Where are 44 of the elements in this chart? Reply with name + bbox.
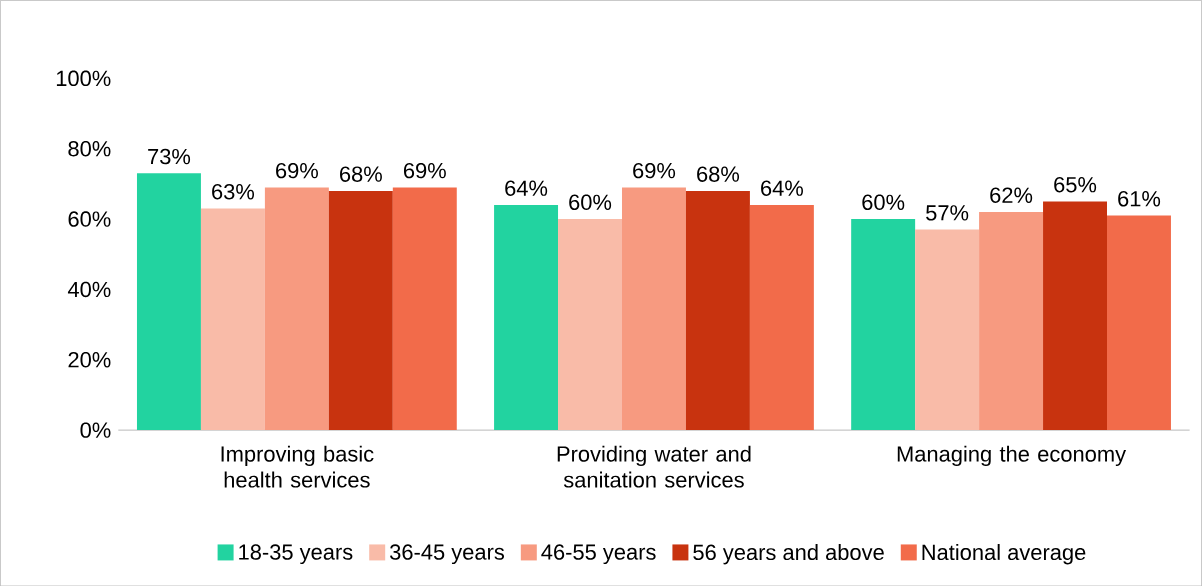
y-tick-label: 100% (56, 70, 111, 86)
bar (685, 190, 750, 430)
data-label: 69% (276, 162, 318, 179)
data-label: 61% (1118, 190, 1161, 207)
bar (200, 208, 265, 430)
bar (558, 218, 622, 430)
x-tick-label: Improving basic health services (221, 445, 374, 488)
legend-label: 18-35 years (239, 544, 353, 564)
legend-label: National average (922, 543, 1086, 565)
bar (264, 187, 329, 430)
x-tick-label: Providing water and sanitation services (557, 445, 751, 488)
data-label: 69% (633, 162, 676, 179)
y-tick-label: 20% (68, 351, 111, 368)
data-label: 60% (862, 194, 905, 210)
data-label: 60% (569, 194, 612, 210)
bar (1043, 201, 1107, 430)
data-label: 63% (212, 183, 255, 200)
legend-label: 36-45 years (390, 544, 504, 564)
bar (915, 229, 980, 430)
y-tick-label: 0% (80, 422, 111, 438)
data-label: 64% (505, 180, 548, 196)
y-tick-label: 60% (68, 211, 111, 227)
bar (328, 190, 393, 430)
data-label: 64% (761, 180, 803, 196)
data-label: 68% (340, 166, 382, 182)
data-label: 69% (403, 162, 446, 179)
y-tick-label: 80% (68, 140, 111, 157)
data-label: 57% (926, 204, 969, 221)
legend-label: 46-55 years (541, 544, 656, 564)
bar (494, 204, 559, 430)
bar (1107, 215, 1171, 430)
x-tick-label: Managing the economy (897, 445, 1127, 466)
legend-label: 56 years and above (693, 543, 884, 565)
bar (392, 187, 457, 430)
data-label: 65% (1054, 176, 1097, 193)
bar (749, 204, 814, 430)
y-tick-label: 40% (67, 281, 111, 297)
bar (979, 211, 1044, 430)
data-label: 68% (697, 166, 740, 182)
bar (136, 173, 201, 430)
data-label: 62% (990, 187, 1033, 203)
bar (621, 187, 686, 430)
bar (851, 218, 916, 430)
data-label: 73% (148, 148, 191, 165)
